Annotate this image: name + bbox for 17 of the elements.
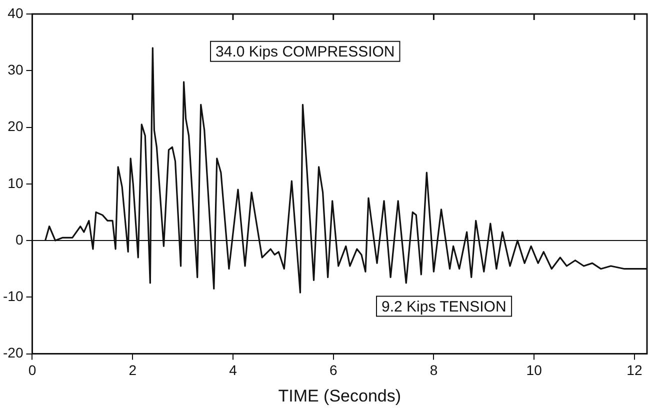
x-tick-label: 6 — [329, 362, 338, 378]
y-tick-label: -20 — [3, 344, 24, 361]
x-tick-label: 2 — [128, 362, 137, 378]
y-tick-label: 10 — [8, 174, 24, 191]
y-tick-label: 40 — [8, 4, 24, 21]
x-axis-title: TIME (Seconds) — [278, 386, 402, 406]
y-tick-label: 0 — [15, 231, 24, 248]
y-tick-label: 30 — [8, 61, 24, 78]
x-tick-label: 12 — [626, 362, 642, 378]
x-tick-label: 10 — [526, 362, 542, 378]
x-tick-label: 0 — [28, 362, 36, 378]
annotation: 9.2 Kips TENSION — [382, 298, 506, 316]
y-tick-label: 20 — [8, 118, 24, 134]
y-tick-label: -10 — [3, 288, 24, 304]
x-tick-label: 8 — [430, 362, 438, 378]
annotation: 34.0 Kips COMPRESSION — [216, 44, 395, 61]
x-tick-label: 4 — [229, 362, 238, 378]
